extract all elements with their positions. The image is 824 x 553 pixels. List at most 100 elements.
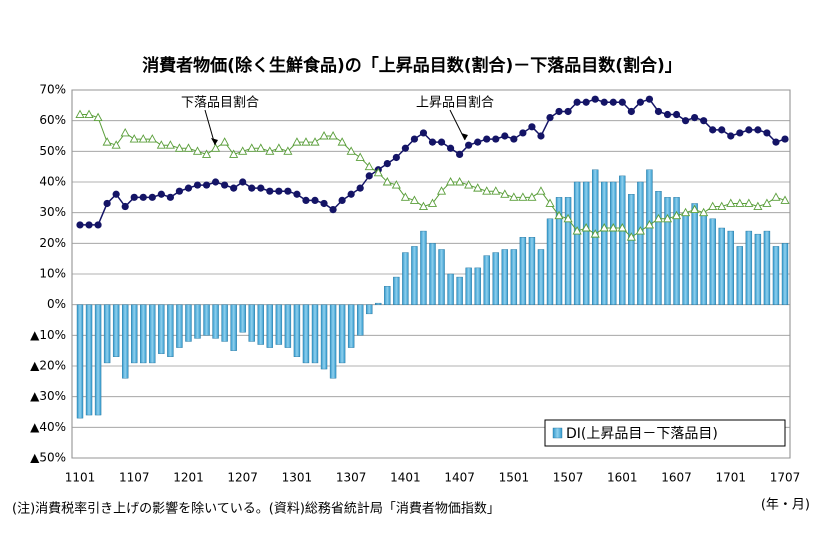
marker bbox=[455, 177, 465, 186]
bar bbox=[691, 203, 698, 305]
marker bbox=[563, 213, 573, 223]
marker bbox=[211, 143, 221, 152]
bar bbox=[745, 230, 753, 305]
marker bbox=[329, 206, 337, 214]
marker bbox=[436, 186, 447, 195]
bar bbox=[149, 304, 156, 364]
marker bbox=[310, 137, 320, 146]
bar bbox=[185, 304, 192, 342]
marker bbox=[617, 223, 627, 232]
bar bbox=[257, 304, 264, 345]
marker bbox=[165, 140, 175, 149]
bar bbox=[727, 230, 734, 305]
bar bbox=[754, 233, 762, 305]
bar bbox=[601, 181, 608, 305]
y-tick-label: ▲30% bbox=[30, 389, 66, 403]
x-tick-label: 1707 bbox=[770, 471, 801, 485]
bar bbox=[311, 304, 319, 364]
marker bbox=[564, 107, 572, 116]
x-tick-label: 1507 bbox=[553, 471, 584, 485]
marker bbox=[220, 137, 230, 146]
marker bbox=[418, 201, 429, 210]
bar bbox=[474, 267, 481, 305]
y-tick-label: 40% bbox=[39, 175, 66, 189]
marker bbox=[772, 138, 780, 146]
marker bbox=[735, 198, 745, 207]
marker bbox=[654, 107, 663, 116]
series-label: 上昇品目割合 bbox=[416, 95, 494, 111]
marker bbox=[256, 143, 266, 152]
marker bbox=[130, 193, 138, 201]
bar bbox=[230, 304, 237, 351]
marker bbox=[157, 190, 165, 198]
marker bbox=[681, 117, 690, 125]
bar bbox=[158, 304, 165, 354]
marker bbox=[482, 186, 492, 195]
legend-swatch bbox=[552, 427, 563, 439]
marker bbox=[355, 152, 365, 161]
marker bbox=[192, 146, 203, 155]
bar bbox=[338, 304, 346, 364]
bar bbox=[302, 304, 310, 364]
marker bbox=[283, 146, 293, 155]
note: (注)消費税率引き上げの影響を除いている。(資料)総務省統計局「消費者物価指数」 bbox=[12, 501, 500, 517]
marker bbox=[644, 219, 654, 229]
marker bbox=[103, 199, 111, 208]
marker bbox=[292, 137, 302, 146]
marker bbox=[311, 196, 319, 204]
y-tick-label: ▲40% bbox=[30, 420, 66, 434]
bar bbox=[140, 304, 147, 364]
y-tick-label: ▲10% bbox=[30, 328, 66, 342]
marker bbox=[726, 198, 736, 207]
bar bbox=[483, 255, 490, 305]
marker bbox=[120, 127, 130, 137]
marker bbox=[528, 123, 536, 131]
marker bbox=[121, 202, 129, 211]
marker bbox=[382, 177, 392, 186]
x-tick-label: 1101 bbox=[65, 471, 96, 485]
marker bbox=[609, 98, 617, 106]
bar bbox=[293, 304, 301, 357]
marker bbox=[708, 201, 718, 210]
marker bbox=[780, 195, 790, 204]
marker bbox=[437, 138, 446, 146]
bar bbox=[221, 304, 228, 342]
bar bbox=[546, 218, 554, 305]
marker bbox=[364, 161, 374, 171]
marker bbox=[446, 177, 456, 186]
marker bbox=[590, 229, 600, 238]
marker bbox=[464, 180, 474, 189]
marker bbox=[265, 146, 275, 155]
marker bbox=[338, 196, 346, 204]
x-axis-label: (年・月) bbox=[761, 498, 810, 513]
bar bbox=[619, 175, 626, 305]
bar bbox=[76, 304, 84, 419]
marker bbox=[293, 190, 301, 198]
marker bbox=[147, 134, 157, 143]
marker bbox=[709, 126, 717, 134]
marker bbox=[608, 223, 618, 232]
marker bbox=[744, 198, 754, 207]
marker bbox=[274, 143, 284, 152]
bar bbox=[573, 181, 581, 305]
bar bbox=[402, 252, 409, 305]
bar bbox=[329, 304, 337, 379]
marker bbox=[284, 187, 292, 195]
chart-title: 消費者物価(除く生鮮食品)の「上昇品目数(割合)－下落品目数(割合)」 bbox=[142, 55, 682, 76]
bar bbox=[637, 181, 644, 305]
marker bbox=[663, 110, 672, 119]
marker bbox=[545, 198, 555, 207]
y-tick-label: 60% bbox=[39, 113, 66, 127]
marker bbox=[129, 134, 139, 143]
bar bbox=[781, 243, 789, 305]
bar bbox=[212, 304, 219, 339]
x-tick-label: 1307 bbox=[336, 471, 367, 485]
marker bbox=[248, 184, 256, 192]
bar bbox=[718, 227, 725, 305]
marker bbox=[184, 184, 193, 192]
marker bbox=[781, 135, 789, 143]
bar bbox=[564, 197, 572, 305]
marker bbox=[518, 192, 528, 201]
marker bbox=[572, 226, 582, 235]
bar bbox=[203, 304, 210, 336]
